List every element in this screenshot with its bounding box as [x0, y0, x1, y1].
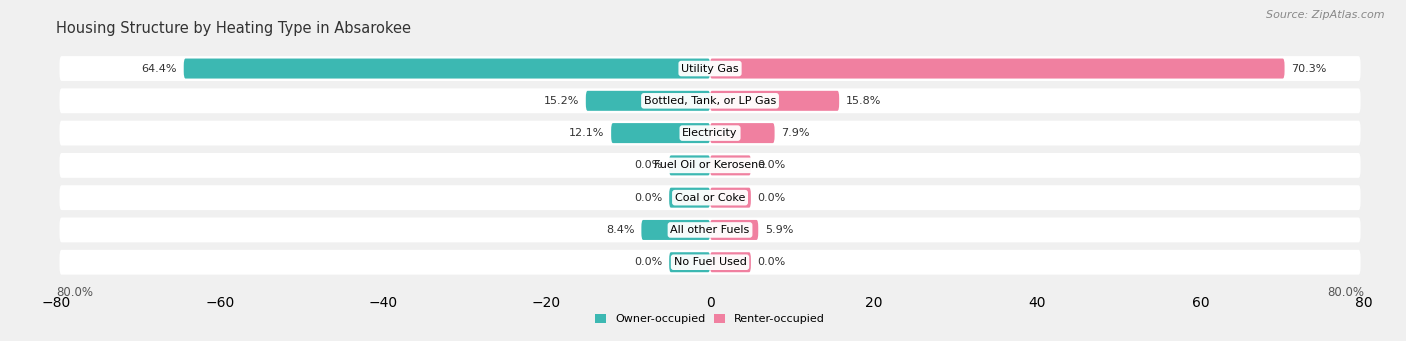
- Text: Source: ZipAtlas.com: Source: ZipAtlas.com: [1267, 10, 1385, 20]
- FancyBboxPatch shape: [710, 123, 775, 143]
- FancyBboxPatch shape: [710, 188, 751, 208]
- FancyBboxPatch shape: [59, 56, 1361, 81]
- FancyBboxPatch shape: [59, 185, 1361, 210]
- FancyBboxPatch shape: [59, 88, 1361, 113]
- FancyBboxPatch shape: [612, 123, 710, 143]
- Text: 0.0%: 0.0%: [758, 160, 786, 170]
- FancyBboxPatch shape: [669, 155, 710, 175]
- Text: 80.0%: 80.0%: [1327, 286, 1364, 299]
- Text: 15.8%: 15.8%: [845, 96, 882, 106]
- Text: Fuel Oil or Kerosene: Fuel Oil or Kerosene: [654, 160, 766, 170]
- FancyBboxPatch shape: [710, 59, 1285, 78]
- Text: 15.2%: 15.2%: [544, 96, 579, 106]
- Text: 7.9%: 7.9%: [782, 128, 810, 138]
- Text: Utility Gas: Utility Gas: [682, 63, 738, 74]
- Text: 0.0%: 0.0%: [758, 193, 786, 203]
- Text: All other Fuels: All other Fuels: [671, 225, 749, 235]
- FancyBboxPatch shape: [710, 220, 758, 240]
- Text: No Fuel Used: No Fuel Used: [673, 257, 747, 267]
- FancyBboxPatch shape: [59, 121, 1361, 146]
- FancyBboxPatch shape: [669, 252, 710, 272]
- Text: 0.0%: 0.0%: [634, 160, 662, 170]
- Text: 0.0%: 0.0%: [758, 257, 786, 267]
- FancyBboxPatch shape: [59, 250, 1361, 275]
- Text: 0.0%: 0.0%: [634, 193, 662, 203]
- Text: Electricity: Electricity: [682, 128, 738, 138]
- FancyBboxPatch shape: [59, 153, 1361, 178]
- FancyBboxPatch shape: [184, 59, 710, 78]
- Text: 70.3%: 70.3%: [1291, 63, 1326, 74]
- Text: Coal or Coke: Coal or Coke: [675, 193, 745, 203]
- Text: 8.4%: 8.4%: [606, 225, 636, 235]
- FancyBboxPatch shape: [586, 91, 710, 111]
- FancyBboxPatch shape: [669, 188, 710, 208]
- FancyBboxPatch shape: [710, 155, 751, 175]
- Text: 80.0%: 80.0%: [56, 286, 93, 299]
- Legend: Owner-occupied, Renter-occupied: Owner-occupied, Renter-occupied: [595, 314, 825, 325]
- Text: 64.4%: 64.4%: [142, 63, 177, 74]
- FancyBboxPatch shape: [710, 91, 839, 111]
- Text: Housing Structure by Heating Type in Absarokee: Housing Structure by Heating Type in Abs…: [56, 21, 411, 36]
- Text: 12.1%: 12.1%: [569, 128, 605, 138]
- FancyBboxPatch shape: [641, 220, 710, 240]
- FancyBboxPatch shape: [59, 218, 1361, 242]
- Text: 0.0%: 0.0%: [634, 257, 662, 267]
- Text: Bottled, Tank, or LP Gas: Bottled, Tank, or LP Gas: [644, 96, 776, 106]
- FancyBboxPatch shape: [710, 252, 751, 272]
- Text: 5.9%: 5.9%: [765, 225, 793, 235]
